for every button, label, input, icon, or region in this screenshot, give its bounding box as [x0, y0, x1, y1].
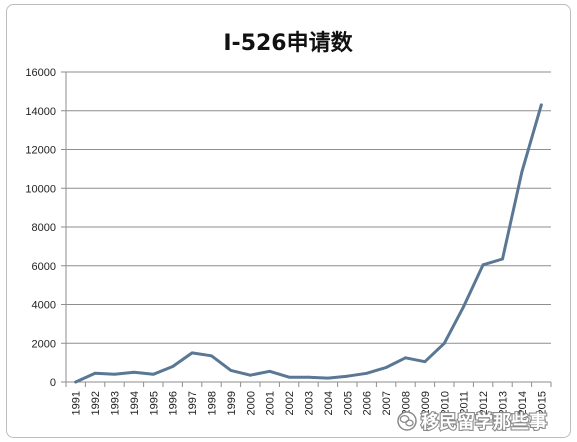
data-point [248, 373, 252, 377]
y-tick-label: 0 [50, 377, 56, 389]
x-tick-label: 2014 [517, 391, 529, 415]
x-axis-ticks: 1991 1992 1993 1994 1995 1996 1997 1998 1999 2000… [65, 382, 552, 415]
y-tick-label: 16000 [25, 67, 56, 79]
x-tick-label: 1996 [168, 391, 180, 415]
data-point [326, 376, 330, 380]
data-point [539, 103, 543, 107]
y-axis-ticks: 0 2000 4000 6000 8000 10000 12000 14000 16000 [25, 67, 66, 389]
x-tick-label: 1994 [129, 391, 141, 415]
y-tick-label: 12000 [25, 145, 56, 157]
x-tick-label: 1992 [90, 391, 102, 415]
chart-frame [6, 4, 571, 438]
x-tick-label: 1997 [187, 391, 199, 415]
data-point [462, 305, 466, 308]
series-group [74, 103, 543, 384]
data-point [307, 375, 310, 379]
watermark-text: 移民留学那些事 [421, 411, 547, 433]
x-tick-label: 1991 [71, 391, 83, 415]
x-tick-label: 2002 [284, 391, 296, 415]
x-tick-label: 2012 [478, 391, 490, 415]
x-tick-label: 2009 [420, 391, 432, 415]
data-point [365, 371, 369, 375]
y-tick-label: 2000 [32, 338, 56, 350]
x-tick-label: 2013 [498, 391, 510, 415]
data-point [287, 375, 291, 379]
data-point [151, 372, 155, 376]
x-tick-label: 2007 [381, 391, 393, 415]
x-tick-label: 1998 [207, 391, 219, 415]
x-tick-label: 2011 [459, 391, 471, 415]
x-tick-label: 2003 [304, 391, 316, 415]
x-tick-label: 2015 [536, 391, 548, 415]
y-tick-label: 4000 [32, 300, 56, 312]
x-tick-label: 1995 [148, 391, 160, 415]
data-point [229, 368, 233, 372]
data-point [93, 371, 97, 375]
x-tick-label: 2005 [342, 391, 354, 415]
data-point [190, 351, 194, 355]
x-tick-label: 2000 [245, 391, 257, 415]
data-point [210, 354, 213, 358]
x-tick-label: 2006 [362, 391, 374, 415]
y-tick-label: 10000 [25, 183, 56, 195]
data-point [423, 360, 427, 364]
data-point [345, 374, 349, 378]
data-point [442, 341, 446, 345]
x-tick-label: 2008 [401, 391, 413, 415]
data-point [404, 356, 407, 360]
data-point [481, 263, 485, 267]
data-point [520, 170, 524, 174]
data-point [384, 366, 388, 369]
data-point [171, 365, 175, 368]
x-tick-label: 1993 [110, 391, 122, 415]
chart-title: I-526申请数 [223, 30, 353, 56]
data-point [501, 257, 504, 261]
data-point [132, 370, 136, 374]
data-point [268, 369, 272, 373]
watermark: 移民留学那些事 [397, 410, 548, 434]
x-tick-label: 2010 [439, 391, 451, 415]
wechat-icon [397, 411, 417, 431]
y-tick-label: 6000 [32, 261, 56, 273]
y-tick-label: 14000 [25, 106, 56, 118]
grid-lines [66, 71, 551, 344]
x-tick-label: 2004 [323, 391, 335, 415]
y-tick-label: 8000 [32, 222, 56, 234]
data-point [74, 380, 78, 384]
x-tick-label: 1999 [226, 391, 238, 415]
x-tick-label: 2001 [265, 391, 277, 415]
data-point [113, 372, 116, 376]
